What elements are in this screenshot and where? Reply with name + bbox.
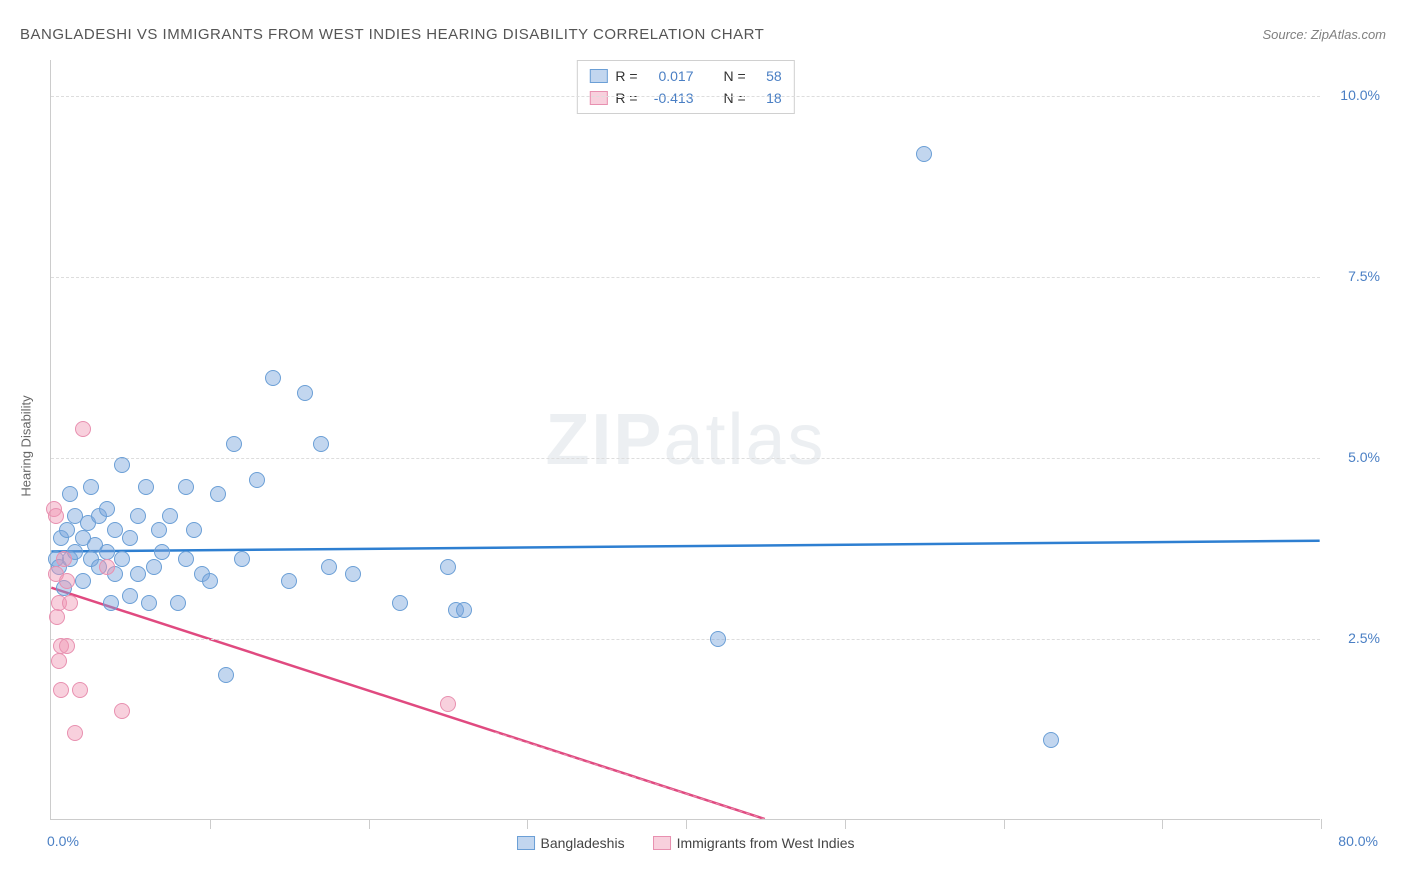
data-point xyxy=(210,486,226,502)
data-point xyxy=(392,595,408,611)
data-point xyxy=(114,457,130,473)
data-point xyxy=(321,559,337,575)
legend-label: Immigrants from West Indies xyxy=(677,835,855,851)
data-point xyxy=(114,551,130,567)
data-point xyxy=(178,551,194,567)
data-point xyxy=(130,566,146,582)
legend-label: Bangladeshis xyxy=(541,835,625,851)
data-point xyxy=(440,696,456,712)
data-point xyxy=(141,595,157,611)
data-point xyxy=(62,486,78,502)
x-tick xyxy=(369,819,370,829)
data-point xyxy=(122,530,138,546)
y-tick-label: 2.5% xyxy=(1348,630,1380,646)
data-point xyxy=(59,638,75,654)
data-point xyxy=(440,559,456,575)
data-point xyxy=(59,573,75,589)
legend-swatch xyxy=(589,91,607,105)
chart-title: BANGLADESHI VS IMMIGRANTS FROM WEST INDI… xyxy=(20,26,764,43)
data-point xyxy=(151,522,167,538)
data-point xyxy=(114,703,130,719)
gridline xyxy=(51,96,1320,97)
data-point xyxy=(202,573,218,589)
data-point xyxy=(75,421,91,437)
data-point xyxy=(59,522,75,538)
data-point xyxy=(1043,732,1059,748)
data-point xyxy=(51,653,67,669)
x-tick xyxy=(845,819,846,829)
data-point xyxy=(103,595,119,611)
plot-area: ZIPatlas R =0.017N =58R =-0.413N =18 Ban… xyxy=(50,60,1320,820)
legend-swatch xyxy=(589,69,607,83)
data-point xyxy=(122,588,138,604)
x-tick xyxy=(1004,819,1005,829)
gridline xyxy=(51,458,1320,459)
x-tick xyxy=(686,819,687,829)
x-tick xyxy=(1321,819,1322,829)
data-point xyxy=(186,522,202,538)
y-tick-label: 10.0% xyxy=(1340,87,1380,103)
x-tick xyxy=(210,819,211,829)
legend-item: Immigrants from West Indies xyxy=(653,835,855,851)
x-tick-label: 0.0% xyxy=(47,833,79,849)
watermark: ZIPatlas xyxy=(545,399,825,481)
source-label: Source: ZipAtlas.com xyxy=(1262,27,1386,42)
data-point xyxy=(154,544,170,560)
data-point xyxy=(72,682,88,698)
series-legend: Bangladeshis Immigrants from West Indies xyxy=(517,835,855,851)
data-point xyxy=(249,472,265,488)
data-point xyxy=(170,595,186,611)
legend-swatch xyxy=(653,836,671,850)
legend-swatch xyxy=(517,836,535,850)
data-point xyxy=(162,508,178,524)
gridline xyxy=(51,277,1320,278)
data-point xyxy=(107,522,123,538)
y-tick-label: 7.5% xyxy=(1348,268,1380,284)
legend-item: Bangladeshis xyxy=(517,835,625,851)
legend-row: R =-0.413N =18 xyxy=(589,87,781,109)
chart-svg xyxy=(51,60,1320,819)
data-point xyxy=(138,479,154,495)
data-point xyxy=(99,501,115,517)
data-point xyxy=(710,631,726,647)
data-point xyxy=(916,146,932,162)
data-point xyxy=(313,436,329,452)
data-point xyxy=(226,436,242,452)
x-tick-label: 80.0% xyxy=(1338,833,1378,849)
data-point xyxy=(345,566,361,582)
x-tick xyxy=(527,819,528,829)
data-point xyxy=(99,559,115,575)
data-point xyxy=(130,508,146,524)
data-point xyxy=(265,370,281,386)
gridline xyxy=(51,639,1320,640)
y-tick-label: 5.0% xyxy=(1348,449,1380,465)
data-point xyxy=(48,508,64,524)
correlation-legend: R =0.017N =58R =-0.413N =18 xyxy=(576,60,794,114)
data-point xyxy=(178,479,194,495)
data-point xyxy=(218,667,234,683)
data-point xyxy=(297,385,313,401)
data-point xyxy=(234,551,250,567)
data-point xyxy=(67,725,83,741)
legend-row: R =0.017N =58 xyxy=(589,65,781,87)
data-point xyxy=(53,682,69,698)
data-point xyxy=(56,551,72,567)
data-point xyxy=(146,559,162,575)
data-point xyxy=(281,573,297,589)
data-point xyxy=(75,573,91,589)
data-point xyxy=(49,609,65,625)
y-axis-title: Hearing Disability xyxy=(19,395,34,496)
data-point xyxy=(456,602,472,618)
x-tick xyxy=(1162,819,1163,829)
data-point xyxy=(83,479,99,495)
data-point xyxy=(62,595,78,611)
